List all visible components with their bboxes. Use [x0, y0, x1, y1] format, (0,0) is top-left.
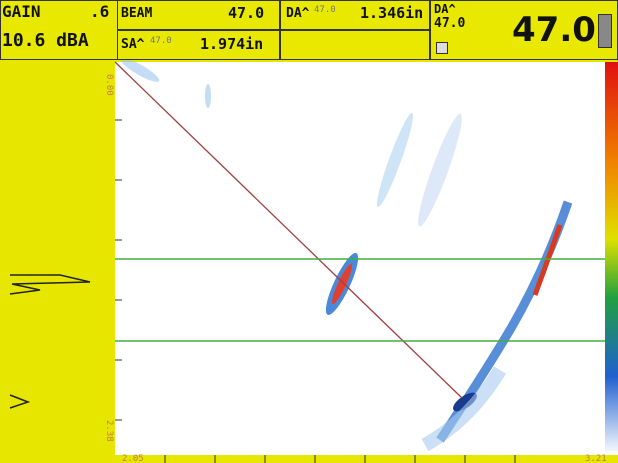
sa-value: 1.974in	[200, 35, 263, 53]
da2-angle: 47.0	[434, 16, 465, 31]
gain-step: .6	[90, 2, 109, 21]
beam-label: BEAM	[121, 6, 152, 21]
cell	[280, 30, 430, 60]
scan-view: 0.00 2.38 2.05 3.21	[0, 60, 618, 463]
sa-angle: 47.0	[150, 36, 172, 46]
depth-start: 0.00	[104, 74, 114, 96]
beam-value: 47.0	[228, 4, 264, 22]
da-label: DA^	[286, 6, 309, 21]
sa-label: SA^	[121, 37, 144, 52]
gain-value: 10.6 dBA	[2, 30, 89, 51]
depth-end: 2.38	[104, 420, 114, 442]
angle-display: 47.0	[512, 10, 596, 50]
battery	[598, 14, 612, 48]
da-angle: 47.0	[314, 5, 336, 15]
a-scan	[10, 275, 90, 408]
da2-label: DA^	[434, 2, 456, 16]
save-icon	[436, 42, 448, 54]
gain-label: GAIN	[2, 2, 41, 21]
da-value: 1.346in	[360, 4, 423, 22]
x-start: 2.05	[122, 454, 144, 463]
color-bar	[605, 62, 618, 455]
x-end: 3.21	[585, 454, 607, 463]
screen: GAIN .6 10.6 dBA BEAM 47.0 SA^ 47.0 1.97…	[0, 0, 618, 463]
